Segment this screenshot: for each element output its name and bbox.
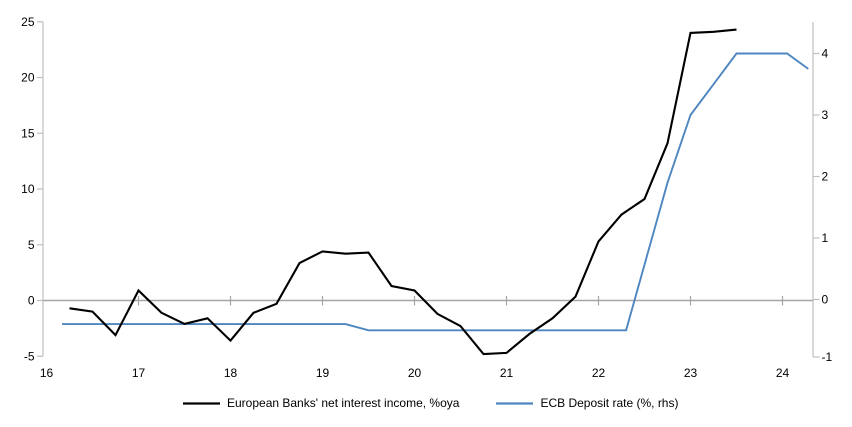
right-axis-tick-label: 2 xyxy=(822,170,829,184)
legend-label-nii: European Banks' net interest income, %oy… xyxy=(227,396,460,410)
legend-line-swatch-blue xyxy=(496,401,534,405)
left-axis-tick-label: 25 xyxy=(21,15,35,29)
left-axis-tick-label: 20 xyxy=(21,71,35,85)
series-line-european-banks-nii xyxy=(69,28,737,356)
left-axis-tick-label: -5 xyxy=(24,349,35,363)
x-axis-tick-label: 22 xyxy=(592,366,606,380)
right-axis-tick-label: 0 xyxy=(822,293,829,307)
legend-label-ecb: ECB Deposit rate (%, rhs) xyxy=(540,396,679,410)
chart-legend: European Banks' net interest income, %oy… xyxy=(183,396,678,410)
x-axis-tick-label: 24 xyxy=(776,366,790,380)
series-line-ecb-deposit-rate xyxy=(62,52,809,332)
x-axis-tick-label: 16 xyxy=(40,366,54,380)
right-axis-tick-label: 3 xyxy=(822,108,829,122)
left-axis-tick-label: 10 xyxy=(21,182,35,196)
right-axis-tick-label: -1 xyxy=(822,350,833,364)
left-axis-tick-label: 5 xyxy=(28,238,35,252)
right-axis-tick-label: 4 xyxy=(822,47,829,61)
x-axis-tick-label: 17 xyxy=(132,366,146,380)
x-axis-tick-label: 23 xyxy=(684,366,698,380)
x-axis-tick-label: 20 xyxy=(408,366,422,380)
legend-item-ecb: ECB Deposit rate (%, rhs) xyxy=(496,396,678,410)
x-axis-tick-label: 18 xyxy=(224,366,238,380)
left-axis-tick-label: 0 xyxy=(28,294,35,308)
x-axis-tick-label: 19 xyxy=(316,366,330,380)
left-axis-tick-label: 15 xyxy=(21,126,35,140)
legend-line-swatch-black xyxy=(183,401,220,405)
x-axis-tick-label: 21 xyxy=(500,366,514,380)
right-axis-tick-label: 1 xyxy=(822,231,829,245)
legend-item-nii: European Banks' net interest income, %oy… xyxy=(183,396,459,410)
